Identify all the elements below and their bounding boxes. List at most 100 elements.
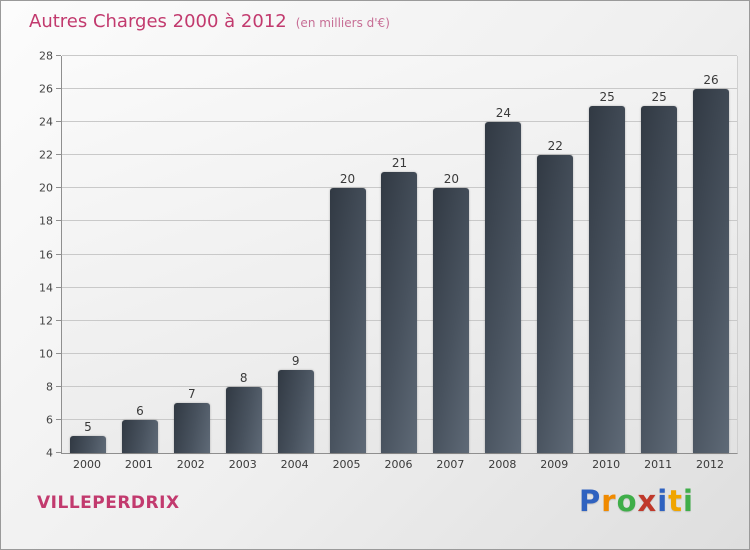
y-tick-label: 18 bbox=[39, 214, 53, 228]
bar bbox=[693, 89, 730, 453]
y-tick bbox=[56, 253, 61, 255]
y-tick bbox=[56, 187, 61, 189]
y-tick-label: 14 bbox=[39, 281, 53, 295]
bars-layer: 5 6 7 8 9 20 21 20 24 22 25 25 26 bbox=[62, 56, 737, 453]
bar-slot: 5 bbox=[62, 56, 114, 453]
bar bbox=[329, 188, 366, 453]
bar bbox=[381, 171, 418, 453]
gridline bbox=[62, 154, 737, 156]
bar-slot: 24 bbox=[477, 56, 529, 453]
bar bbox=[69, 436, 106, 453]
bar-value-label: 8 bbox=[239, 370, 248, 385]
y-axis-ticks bbox=[56, 55, 61, 453]
y-tick bbox=[56, 154, 61, 156]
gridline bbox=[62, 88, 737, 90]
chart-title: Autres Charges 2000 à 2012 bbox=[29, 11, 287, 32]
y-tick bbox=[56, 55, 61, 56]
bar-value-label: 7 bbox=[187, 387, 196, 402]
gridline bbox=[62, 121, 737, 123]
bar bbox=[485, 122, 522, 453]
x-tick-label: 2005 bbox=[332, 458, 361, 471]
commune-label: VILLEPERDRIX bbox=[37, 493, 180, 513]
bar-slot: 9 bbox=[270, 56, 322, 453]
y-tick-label: 10 bbox=[39, 347, 53, 361]
bar bbox=[277, 370, 314, 453]
x-tick-label: 2000 bbox=[72, 458, 101, 471]
x-tick-label: 2012 bbox=[696, 458, 725, 471]
bar bbox=[121, 419, 158, 453]
bar-value-label: 22 bbox=[547, 139, 563, 154]
gridline bbox=[62, 55, 737, 56]
proxiti-logo[interactable]: Proxiti bbox=[579, 484, 694, 518]
logo-letter: o bbox=[616, 484, 638, 518]
bar-value-label: 26 bbox=[703, 73, 719, 88]
y-tick-label: 26 bbox=[39, 82, 53, 96]
bar-slot: 8 bbox=[218, 56, 270, 453]
bar-value-label: 24 bbox=[495, 106, 511, 121]
y-tick-label: 6 bbox=[46, 413, 53, 427]
x-tick-label: 2003 bbox=[228, 458, 257, 471]
bar-slot: 22 bbox=[529, 56, 581, 453]
y-axis-labels: 4 6 8 10 12 14 16 18 20 22 24 26 28 bbox=[1, 51, 53, 459]
x-tick-label: 2008 bbox=[488, 458, 517, 471]
y-tick-label: 20 bbox=[39, 181, 53, 195]
bar bbox=[537, 155, 574, 453]
bar-value-label: 25 bbox=[651, 89, 667, 104]
bar-slot: 6 bbox=[114, 56, 166, 453]
bar-value-label: 21 bbox=[391, 155, 408, 170]
y-tick bbox=[56, 352, 61, 354]
x-tick-label: 2001 bbox=[124, 458, 153, 471]
x-tick-label: 2011 bbox=[644, 458, 673, 471]
y-tick bbox=[56, 286, 61, 288]
bar-value-label: 5 bbox=[84, 420, 92, 435]
logo-letter: r bbox=[601, 484, 617, 518]
logo-letter: i bbox=[657, 484, 669, 518]
y-tick-label: 4 bbox=[46, 446, 53, 460]
bar-value-label: 25 bbox=[599, 89, 615, 104]
y-tick bbox=[56, 88, 61, 90]
logo-letter: i bbox=[683, 484, 694, 518]
x-tick-label: 2006 bbox=[384, 458, 413, 471]
y-tick bbox=[56, 220, 61, 222]
bar-slot: 20 bbox=[425, 56, 477, 453]
x-tick-label: 2002 bbox=[176, 458, 205, 471]
chart-subtitle: (en milliers d'€) bbox=[295, 16, 390, 30]
x-axis-labels: 2000 2001 2002 2003 2004 2005 2006 2007 2008 2009… bbox=[61, 458, 736, 471]
y-tick bbox=[56, 452, 61, 453]
logo-letter: P bbox=[578, 484, 602, 518]
bar-slot: 26 bbox=[685, 56, 737, 453]
bar-value-label: 9 bbox=[291, 354, 300, 369]
logo-letter: x bbox=[637, 484, 658, 518]
y-tick bbox=[56, 385, 61, 387]
y-tick-label: 24 bbox=[39, 115, 53, 129]
bar bbox=[225, 386, 262, 453]
bar-value-label: 20 bbox=[443, 172, 460, 187]
y-tick-label: 8 bbox=[46, 380, 53, 394]
bar bbox=[589, 105, 626, 453]
y-tick bbox=[56, 319, 61, 321]
logo-letter: t bbox=[668, 484, 684, 518]
bar bbox=[641, 105, 678, 453]
bar-slot: 25 bbox=[633, 56, 685, 453]
bar-slot: 25 bbox=[581, 56, 633, 453]
chart-header: Autres Charges 2000 à 2012 (en milliers … bbox=[29, 11, 390, 32]
y-tick bbox=[56, 121, 61, 123]
y-tick-label: 28 bbox=[39, 49, 53, 63]
bar-value-label: 6 bbox=[136, 403, 144, 418]
plot-area: 5 6 7 8 9 20 21 20 24 22 25 25 26 bbox=[61, 55, 738, 454]
y-tick bbox=[56, 418, 61, 420]
y-tick-label: 16 bbox=[39, 248, 53, 261]
x-tick-label: 2007 bbox=[436, 458, 465, 471]
bar-slot: 20 bbox=[322, 56, 374, 453]
x-tick-label: 2010 bbox=[592, 458, 621, 471]
bar bbox=[173, 403, 210, 453]
bar-slot: 21 bbox=[374, 56, 426, 453]
bar bbox=[433, 188, 470, 453]
x-tick-label: 2009 bbox=[540, 458, 569, 471]
x-tick-label: 2004 bbox=[280, 458, 309, 471]
bar-slot: 7 bbox=[166, 56, 218, 453]
y-tick-label: 22 bbox=[39, 148, 53, 162]
bar-value-label: 20 bbox=[339, 172, 356, 187]
y-tick-label: 12 bbox=[39, 314, 53, 328]
